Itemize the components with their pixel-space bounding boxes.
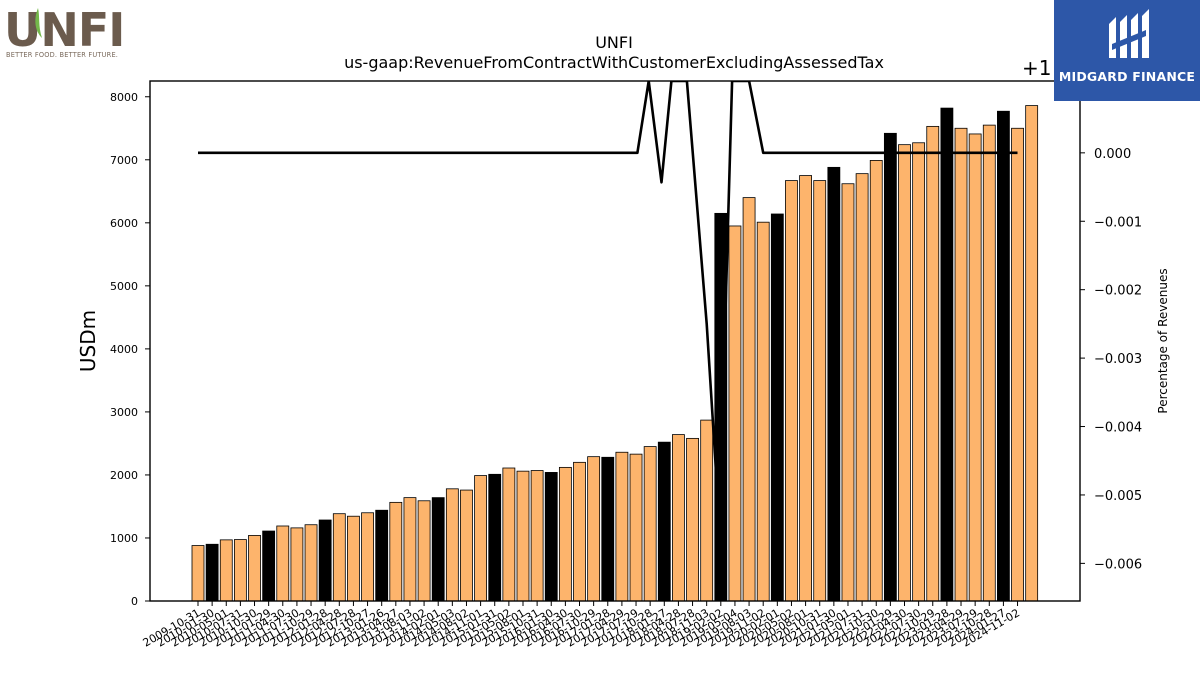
y2-tick-label: −0.004 xyxy=(1094,421,1142,436)
y2-tick-label: −0.003 xyxy=(1094,352,1142,367)
revenue-bar xyxy=(502,467,516,602)
plot-border xyxy=(149,80,1081,602)
y-tick-label: 2000 xyxy=(110,469,138,482)
y2-axis-label: Percentage of Revenues xyxy=(1156,268,1170,413)
revenue-bar xyxy=(785,180,798,602)
revenue-bar xyxy=(926,125,940,602)
revenue-bar xyxy=(1011,127,1024,602)
revenue-bar xyxy=(1025,105,1039,602)
revenue-bar xyxy=(474,475,488,602)
revenue-bar xyxy=(544,472,558,602)
bars-layer xyxy=(191,105,1039,602)
revenue-bar xyxy=(728,225,742,602)
revenue-bar xyxy=(431,497,445,602)
revenue-bar xyxy=(912,142,926,602)
revenue-bar xyxy=(205,543,219,602)
y-tick-label: 6000 xyxy=(110,217,138,230)
revenue-bar xyxy=(756,221,770,602)
revenue-bar xyxy=(389,501,403,602)
left-axis: 0 1000 2000 3000 4000 5000 6000 7000 8000 xyxy=(110,91,150,608)
x-axis: 2009-10-312010-01-302010-05-012010-07-31… xyxy=(141,601,1022,650)
revenue-bar xyxy=(742,197,756,602)
revenue-bar xyxy=(770,213,784,602)
unfi-logo: UNFI BETTER FOOD. BETTER FUTURE. xyxy=(4,3,134,62)
y-tick-label: 0 xyxy=(131,595,138,608)
revenue-bar xyxy=(629,453,643,602)
revenue-bar xyxy=(657,441,671,602)
y2-tick-label: −0.002 xyxy=(1094,284,1142,299)
revenue-bar xyxy=(869,160,883,602)
revenue-bar xyxy=(530,470,544,602)
right-axis: 0.000 −0.001 −0.002 −0.003 −0.004 −0.005 −0.00… xyxy=(1080,147,1142,572)
revenue-bar xyxy=(898,144,911,602)
midgard-finance-logo: MIDGARD FINANCE xyxy=(1054,0,1200,101)
revenue-bar xyxy=(968,133,982,602)
revenue-bar xyxy=(318,519,332,602)
chart-subtitle: us-gaap:RevenueFromContractWithCustomerE… xyxy=(344,53,884,72)
revenue-bar xyxy=(361,512,374,602)
y2-tick-label: −0.006 xyxy=(1094,557,1142,572)
revenue-bar xyxy=(601,456,615,602)
unfi-wordmark: UNFI xyxy=(4,4,124,50)
y-tick-label: 5000 xyxy=(110,280,138,293)
revenue-bar xyxy=(191,545,205,602)
y-tick-label: 3000 xyxy=(110,406,138,419)
revenue-bar xyxy=(714,212,728,602)
revenue-bar xyxy=(262,530,276,602)
y-axis-label: USDm xyxy=(76,310,100,372)
revenue-bar xyxy=(304,524,318,602)
revenue-bar xyxy=(347,515,360,602)
midgard-brand-name: MIDGARD FINANCE xyxy=(1058,69,1196,84)
revenue-bar xyxy=(219,539,233,602)
revenue-bar xyxy=(460,489,473,602)
revenue-bar xyxy=(799,175,812,602)
y-tick-label: 7000 xyxy=(110,154,138,167)
revenue-bar xyxy=(672,434,685,602)
y-tick-label: 8000 xyxy=(110,91,138,104)
unfi-tagline: BETTER FOOD. BETTER FUTURE. xyxy=(6,51,119,59)
revenue-bar xyxy=(940,107,954,602)
y2-tick-label: −0.001 xyxy=(1094,215,1142,230)
plot-frame xyxy=(149,80,1081,602)
revenue-bar xyxy=(403,497,417,602)
midgard-mark-icon xyxy=(1109,9,1149,58)
revenue-bar xyxy=(233,539,247,602)
revenue-bar xyxy=(488,473,502,602)
revenue-bar xyxy=(290,527,304,602)
revenue-bar xyxy=(855,173,869,602)
revenue-bar xyxy=(587,456,601,602)
chart-title: UNFI xyxy=(595,33,633,52)
y2-tick-label: −0.005 xyxy=(1094,489,1142,504)
revenue-bar xyxy=(417,500,431,602)
revenue-bar xyxy=(827,166,841,602)
ratio-line xyxy=(198,81,1018,526)
y2-offset-label: +1 xyxy=(1022,56,1051,80)
revenue-bar xyxy=(813,180,827,602)
revenue-bar xyxy=(445,488,459,602)
revenue-bar xyxy=(332,513,346,602)
revenue-bar xyxy=(375,509,389,602)
revenue-bar xyxy=(276,525,290,602)
revenue-bar xyxy=(700,419,714,602)
revenue-bar xyxy=(558,466,572,602)
revenue-bar xyxy=(997,110,1010,602)
y-tick-label: 1000 xyxy=(110,532,138,545)
revenue-bar xyxy=(615,451,629,602)
leaf-icon xyxy=(35,8,42,38)
revenue-bar xyxy=(841,183,855,602)
revenue-bar xyxy=(954,127,968,602)
ratio-line-layer xyxy=(198,81,1018,526)
revenue-bar xyxy=(643,446,657,602)
revenue-bar xyxy=(883,132,897,602)
y-tick-label: 4000 xyxy=(110,343,138,356)
revenue-bar xyxy=(982,124,996,602)
revenue-bar xyxy=(686,437,699,602)
revenue-bar xyxy=(248,535,261,602)
revenue-bar xyxy=(573,461,586,602)
y2-tick-label: 0.000 xyxy=(1094,147,1131,162)
revenue-bar xyxy=(516,470,530,602)
